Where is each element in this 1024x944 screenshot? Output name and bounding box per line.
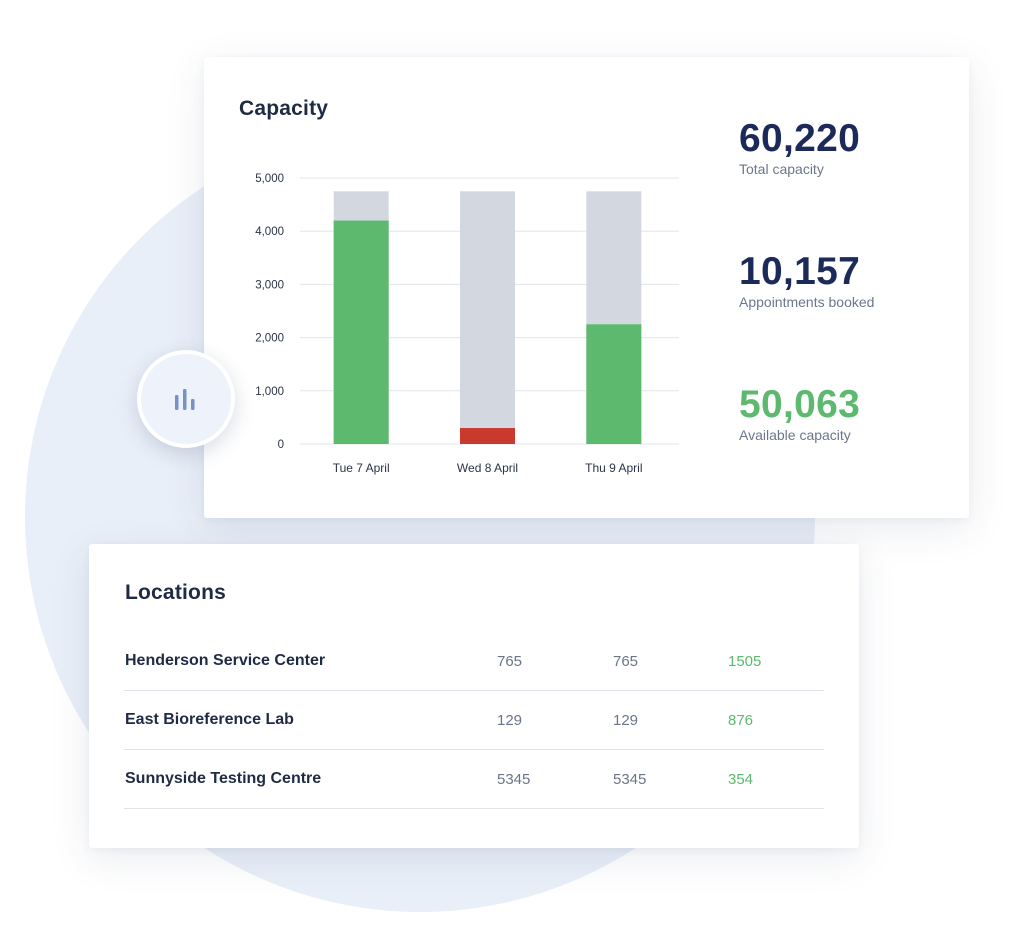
capacity-chart: 0 1,000 2,000 3,000 4,000 5,000 Tue 7 April We…	[255, 173, 679, 475]
x-tick-label: Thu 9 April	[585, 461, 642, 475]
bar-value[interactable]	[586, 324, 642, 444]
location-value-3: 354	[728, 771, 754, 788]
location-name: Henderson Service Center	[125, 652, 326, 669]
bar-chart-icon	[175, 389, 195, 410]
y-tick-label: 2,000	[255, 333, 284, 345]
appointments-booked-stat: 10,157 Appointments booked	[739, 250, 875, 311]
location-value-1: 765	[497, 653, 523, 670]
bar-value[interactable]	[460, 428, 515, 444]
table-row[interactable]: East Bioreference Lab 129 129 876	[124, 691, 824, 750]
capacity-card: Capacity 0 1,000 2,000 3,000 4,000 5,000 Tue …	[204, 57, 969, 518]
location-value-3: 876	[728, 712, 754, 729]
table-row[interactable]: Sunnyside Testing Centre 5345 5345 354	[124, 750, 824, 809]
location-name: Sunnyside Testing Centre	[125, 770, 322, 787]
bar-value[interactable]	[333, 220, 389, 444]
y-tick-label: 4,000	[255, 226, 284, 238]
location-value-1: 129	[497, 712, 523, 729]
available-capacity-label: Available capacity	[739, 427, 851, 443]
location-value-2: 5345	[613, 771, 647, 788]
y-tick-label: 0	[278, 439, 284, 451]
x-tick-label: Wed 8 April	[457, 461, 518, 475]
total-capacity-stat: 60,220 Total capacity	[739, 117, 861, 178]
total-capacity-label: Total capacity	[739, 161, 824, 177]
table-row[interactable]: Henderson Service Center 765 765 1505	[124, 632, 824, 691]
locations-title: Locations	[125, 581, 226, 604]
x-tick-label: Tue 7 April	[333, 461, 390, 475]
total-capacity-value: 60,220	[739, 117, 861, 160]
appointments-booked-label: Appointments booked	[739, 294, 875, 310]
y-tick-label: 5,000	[255, 173, 284, 185]
locations-card: Locations Henderson Service Center 765 7…	[89, 544, 859, 848]
y-tick-label: 3,000	[255, 279, 284, 291]
bar-capacity[interactable]	[460, 191, 515, 444]
available-capacity-value: 50,063	[739, 383, 861, 426]
location-value-3: 1505	[728, 653, 762, 670]
capacity-title: Capacity	[239, 97, 329, 120]
location-name: East Bioreference Lab	[125, 711, 294, 728]
locations-table: Henderson Service Center 765 765 1505 Ea…	[124, 632, 824, 809]
y-tick-label: 1,000	[255, 386, 284, 398]
chart-icon-bubble[interactable]	[137, 350, 235, 448]
available-capacity-stat: 50,063 Available capacity	[739, 383, 861, 444]
appointments-booked-value: 10,157	[739, 250, 861, 293]
location-value-2: 129	[613, 712, 639, 729]
location-value-1: 5345	[497, 771, 531, 788]
location-value-2: 765	[613, 653, 639, 670]
